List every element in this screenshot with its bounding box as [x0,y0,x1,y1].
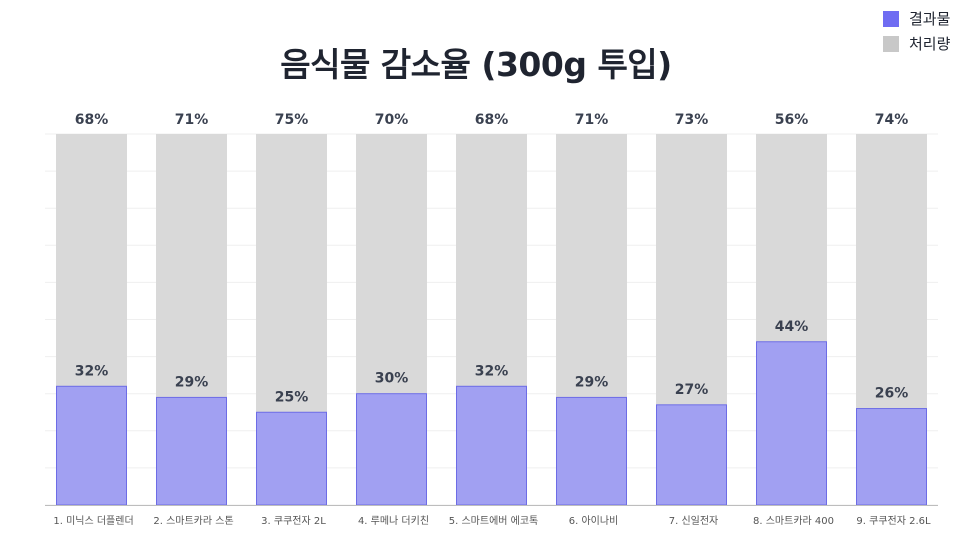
data-label-processed: 70% [375,112,409,128]
bar-result [856,408,927,506]
legend-swatch-processed [883,35,899,52]
bar-processed [356,134,427,394]
x-tick-label: 5. 스마트에버 에코톡 [449,515,539,527]
data-label-result: 29% [575,374,609,390]
data-label-result: 27% [675,382,709,398]
bar-processed [56,134,127,387]
data-label-processed: 56% [775,112,809,128]
data-label-processed: 75% [275,112,309,128]
bar-processed [656,134,727,405]
data-label-result: 44% [775,319,809,335]
bar-processed [856,134,927,409]
data-label-processed: 68% [475,112,509,128]
bar-result [256,411,327,506]
data-label-processed: 74% [875,112,909,128]
data-label-processed: 71% [175,112,209,128]
bar-processed [456,134,527,387]
bar-result [656,404,727,506]
data-label-result: 29% [175,374,209,390]
bar-result [356,393,427,506]
x-tick-label: 7. 신일전자 [669,515,719,527]
data-label-processed: 68% [75,112,109,128]
data-label-processed: 71% [575,112,609,128]
data-label-processed: 73% [675,112,709,128]
data-label-result: 32% [75,363,109,379]
legend-swatch-result [883,10,899,27]
data-label-result: 25% [275,389,309,405]
bar-result [756,341,827,506]
legend-item-processed: 처리량 [883,31,950,56]
bar-result [456,385,527,506]
x-tick-label: 1. 미닉스 더플렌더 [53,515,133,527]
x-tick-label: 4. 루메나 더키친 [358,515,429,527]
data-label-result: 32% [475,363,509,379]
legend-label-processed: 처리량 [909,35,951,53]
x-tick-label: 9. 쿠쿠전자 2.6L [856,515,931,527]
chart-legend: 결과물 처리량 [883,6,950,56]
bar-processed [556,134,627,398]
bar-result [56,385,127,506]
bar-result [556,396,627,506]
legend-item-result: 결과물 [883,6,950,31]
x-tick-label: 6. 아이나비 [569,515,619,527]
x-tick-label: 8. 스마트카라 400 [753,515,834,527]
x-tick-label: 3. 쿠쿠전자 2L [261,515,326,527]
chart-title: 음식물 감소율 (300g 투입) [280,45,672,84]
data-label-result: 26% [875,386,909,402]
bar-processed [756,134,827,342]
bar-processed [156,134,227,398]
bar-result [156,396,227,506]
data-label-result: 30% [375,371,409,387]
legend-label-result: 결과물 [909,10,951,28]
bar-processed [256,134,327,413]
x-tick-label: 2. 스마트카라 스톤 [153,515,233,527]
